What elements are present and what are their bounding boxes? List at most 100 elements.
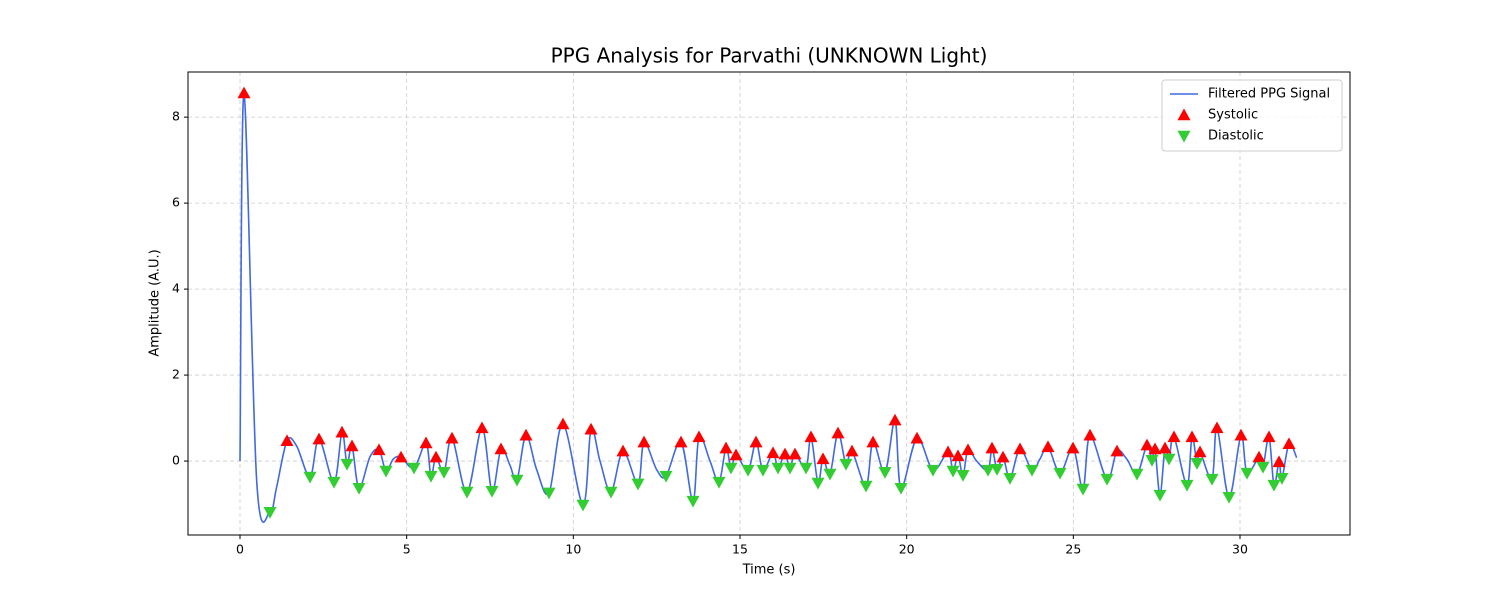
plot-frame [187,71,1351,536]
systolic-marker [584,422,598,435]
diastolic-marker [1180,479,1194,492]
systolic-marker [951,449,965,462]
systolic-marker [1013,442,1027,455]
systolic-marker [637,435,651,448]
legend-box [1161,79,1343,152]
legend-label: Systolic [1208,108,1258,123]
diastolic-marker [352,482,366,495]
diastolic-marker [771,462,785,475]
x-axis-label: Time (s) [742,563,796,578]
diastolic-marker [542,487,556,500]
systolic-marker [831,426,845,439]
diastolic-marker [741,464,755,477]
diastolic-marker [799,462,813,475]
systolic-marker [1066,441,1080,454]
systolic-marker [1252,450,1266,463]
systolic-marker [1234,428,1248,441]
x-tick-label: 5 [403,542,411,557]
diastolic-marker [631,478,645,491]
systolic-marker [996,450,1010,463]
systolic-marker [804,430,818,443]
systolic-marker [941,445,955,458]
diastolic-marker [327,476,341,489]
systolic-marker [429,450,443,463]
x-tick-label: 20 [899,542,915,557]
legend-label: Diastolic [1208,129,1264,144]
diastolic-marker [1162,453,1176,466]
diastolic-marker [379,465,393,478]
systolic-marker [335,425,349,438]
diastolic-marker [510,474,524,487]
diastolic-marker [576,499,590,512]
diastolic-marker [783,462,797,475]
diastolic-marker [1145,454,1159,467]
diastolic-marker [340,458,354,471]
diastolic-marker [1205,473,1219,486]
x-tick-label: 0 [236,542,244,557]
diastolic-marker [878,467,892,479]
diastolic-marker [263,507,277,519]
diastolic-marker [1053,467,1067,480]
systolic-marker [719,441,733,454]
diastolic-marker [811,477,825,490]
systolic-marker [445,431,459,444]
diastolic-marker [1190,458,1204,470]
diastolic-marker [424,470,438,483]
diastolic-marker [859,480,873,493]
systolic-marker [866,435,880,448]
y-tick-label: 8 [172,109,180,124]
diastolic-marker [823,468,837,481]
systolic-marker [494,442,508,455]
diastolic-marker [894,482,908,495]
x-tick-label: 10 [565,542,581,557]
systolic-marker [1282,437,1296,450]
systolic-marker [616,444,630,457]
systolic-marker [372,443,386,456]
diastolic-marker [956,470,970,482]
diastolic-marker [604,486,618,499]
diastolic-marker [946,465,960,478]
systolic-marker [237,86,251,99]
diastolic-marker [1100,473,1114,486]
diastolic-marker [1267,479,1281,492]
diastolic-marker [460,486,474,499]
systolic-marker [1272,455,1286,468]
legend-swatch [1177,108,1191,121]
diastolic-marker [990,464,1004,476]
diastolic-marker [1025,464,1039,477]
systolic-marker [692,430,706,443]
systolic-marker [1140,438,1154,451]
systolic-marker [1193,445,1207,458]
systolic-marker [749,435,763,448]
diastolic-marker [981,464,995,477]
systolic-marker [766,446,780,459]
diastolic-marker [485,485,499,498]
systolic-marker [729,448,743,461]
x-tick-label: 30 [1232,542,1248,557]
systolic-marker [1262,430,1276,443]
y-axis-label: Amplitude (A.U.) [148,249,163,356]
diastolic-marker [1222,491,1236,504]
diastolic-marker [1076,483,1090,496]
systolic-marker [910,431,924,444]
diastolic-marker [407,462,421,475]
systolic-marker [394,450,408,463]
diastolic-marker [303,471,317,484]
systolic-marker [1167,430,1181,443]
systolic-marker [674,435,688,448]
y-tick-label: 4 [172,281,180,296]
systolic-marker [1185,430,1199,443]
systolic-marker [419,436,433,449]
diastolic-marker [712,476,726,489]
x-tick-label: 15 [732,542,748,557]
systolic-marker [1110,444,1124,457]
y-tick-label: 2 [172,367,180,382]
systolic-marker [985,441,999,454]
systolic-marker [845,444,859,457]
legend-swatch [1177,130,1191,143]
legend: Filtered PPG Signal Systolic Diastolic [1161,79,1343,152]
diastolic-marker [686,495,700,508]
diastolic-marker [1153,489,1167,502]
systolic-marker [1041,440,1055,453]
